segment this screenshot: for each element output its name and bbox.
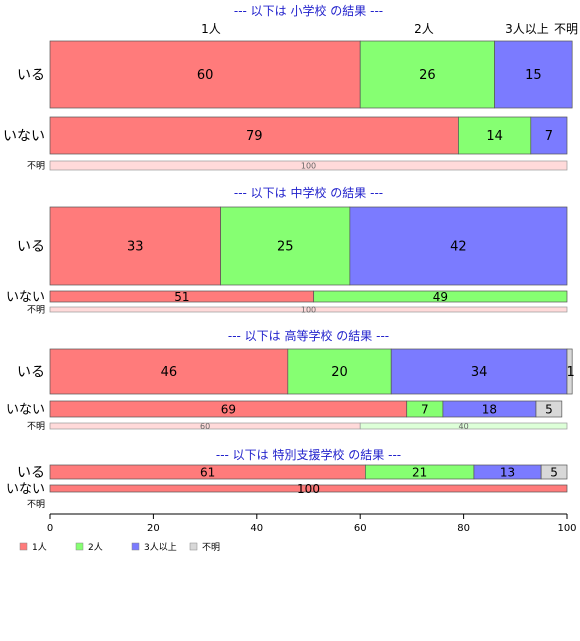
- bar-segment: [49, 484, 568, 493]
- row-label: いる: [17, 67, 45, 83]
- row-label: いる: [17, 465, 45, 481]
- bar-segment: [313, 290, 568, 303]
- bar-segment: [49, 116, 459, 155]
- row-label: 不明: [27, 421, 45, 432]
- data-label: 40: [459, 422, 469, 431]
- top-label-0: 1人: [201, 22, 221, 36]
- data-label: 13: [500, 465, 515, 479]
- data-label: 14: [486, 129, 503, 144]
- x-tick-label: 40: [250, 523, 263, 534]
- data-label: 60: [197, 68, 214, 83]
- panel-title: --- 以下は 小学校 の結果 ---: [234, 3, 383, 18]
- data-label: 42: [450, 240, 467, 255]
- data-label: 18: [482, 402, 497, 416]
- bar-segment: [540, 464, 568, 480]
- data-label: 60: [200, 422, 210, 431]
- data-label: 25: [277, 240, 294, 255]
- legend-label: 不明: [202, 542, 220, 553]
- x-tick-label: 80: [457, 523, 470, 534]
- bar-segment: [494, 40, 573, 109]
- row-label: 不明: [27, 499, 45, 510]
- data-label: 49: [433, 290, 448, 304]
- x-tick-label: 60: [354, 523, 367, 534]
- bar-segment: [535, 400, 563, 418]
- data-label: 100: [301, 305, 316, 314]
- panel-title: --- 以下は 中学校 の結果 ---: [234, 185, 383, 200]
- data-label: 7: [421, 402, 429, 416]
- data-label: 5: [550, 465, 558, 479]
- bar-segment: [349, 206, 568, 286]
- bar-segment: [49, 40, 361, 109]
- row-label: いない: [6, 403, 45, 418]
- bar-segment: [458, 116, 532, 155]
- bar-segment: [49, 206, 221, 286]
- data-label: 61: [200, 465, 215, 479]
- data-label: 100: [297, 482, 320, 496]
- bar-segment: [49, 348, 289, 395]
- data-label: 15: [525, 68, 542, 83]
- bar-segment: [566, 348, 573, 395]
- x-tick-label: 20: [147, 523, 160, 534]
- bar-segment: [287, 348, 392, 395]
- x-tick-label: 0: [47, 523, 53, 534]
- data-label: 21: [412, 465, 427, 479]
- row-label: 不明: [27, 305, 45, 316]
- bar-segment: [390, 348, 568, 395]
- legend-label: 2人: [88, 542, 103, 553]
- data-label: 33: [127, 240, 144, 255]
- bar-segment: [359, 422, 568, 430]
- x-tick-label: 100: [557, 523, 576, 534]
- legend-swatch: [75, 542, 84, 551]
- legend-swatch: [189, 542, 198, 551]
- data-label: 100: [301, 161, 316, 170]
- row-label: 不明: [27, 161, 45, 172]
- panel-title: --- 以下は 高等学校 の結果 ---: [228, 328, 389, 343]
- top-label-2: 3人以上: [505, 22, 549, 36]
- data-label: 51: [174, 290, 189, 304]
- data-label: 5: [545, 402, 553, 416]
- data-label: 7: [545, 129, 553, 144]
- bar-segment: [49, 160, 568, 171]
- bar-segment: [530, 116, 568, 155]
- legend-swatch: [131, 542, 140, 551]
- top-label-1: 2人: [414, 22, 434, 36]
- data-label: 34: [471, 365, 488, 380]
- data-label: 1: [566, 365, 574, 380]
- data-label: 26: [419, 68, 436, 83]
- top-label-3: 不明: [554, 22, 578, 36]
- bar-segment: [220, 206, 351, 286]
- bar-segment: [359, 40, 495, 109]
- panel-title: --- 以下は 特別支援学校 の結果 ---: [216, 447, 401, 462]
- row-label: いる: [17, 239, 45, 255]
- row-label: いない: [3, 128, 45, 144]
- data-label: 79: [246, 129, 263, 144]
- legend-swatch: [19, 542, 28, 551]
- legend-label: 3人以上: [144, 542, 177, 553]
- data-label: 46: [161, 365, 178, 380]
- bar-segment: [49, 306, 568, 313]
- legend-label: 1人: [32, 542, 47, 553]
- row-label: いる: [17, 364, 45, 380]
- row-label: いない: [6, 290, 45, 305]
- row-label: いない: [6, 482, 45, 497]
- data-label: 69: [221, 402, 236, 416]
- data-label: 20: [331, 365, 348, 380]
